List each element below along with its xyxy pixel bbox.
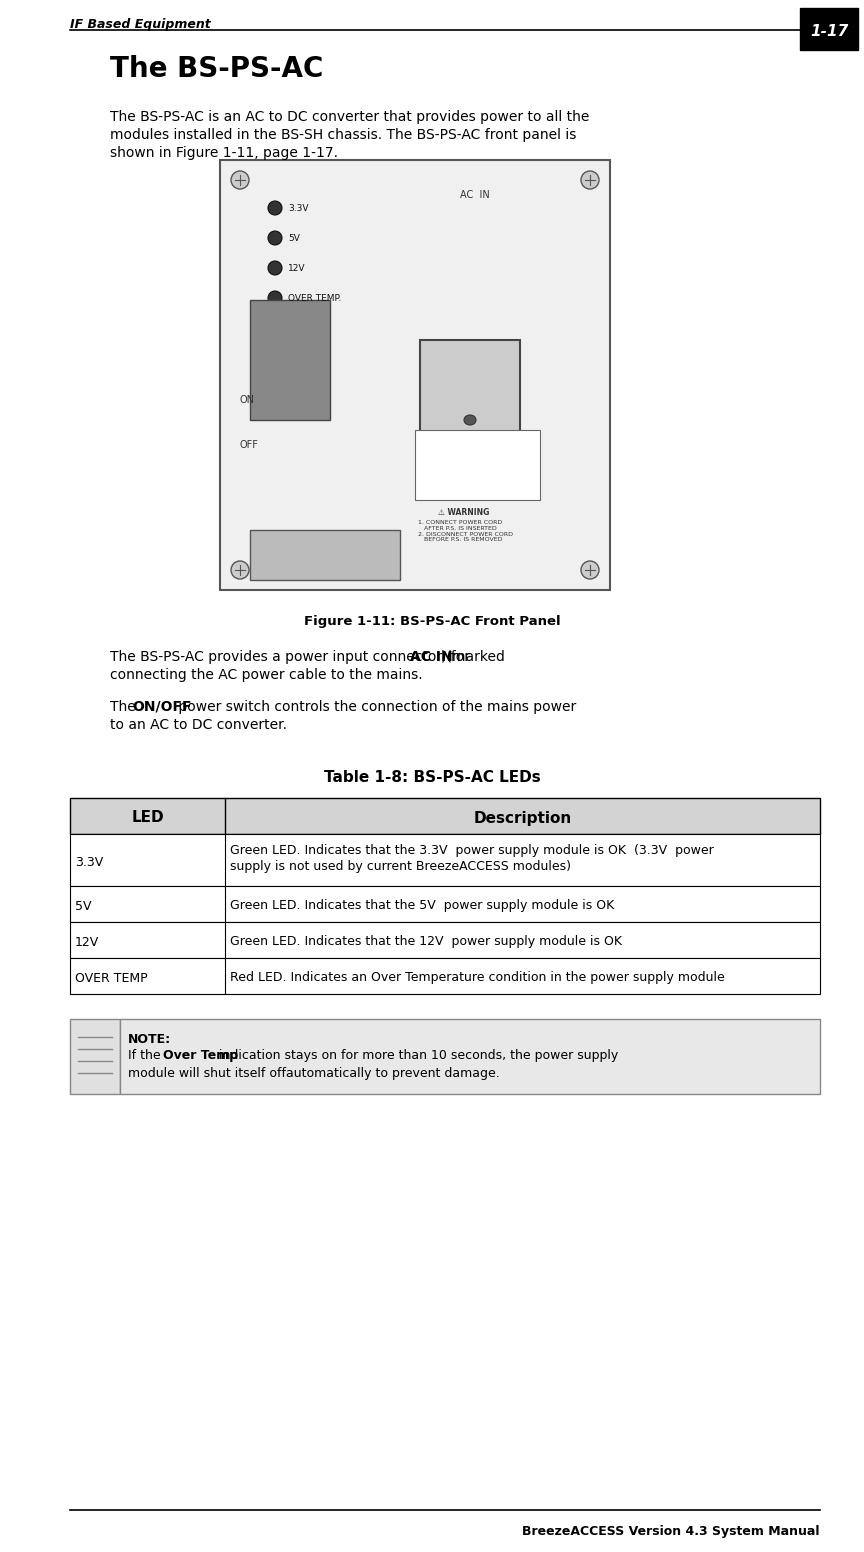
Bar [415,430,540,500]
Text: supply is not used by current BreezeACCESS modules): supply is not used by current BreezeACCE… [230,860,571,872]
Circle shape [581,560,599,579]
Bar [70,958,820,993]
Text: Green LED. Indicates that the 12V  power supply module is OK: Green LED. Indicates that the 12V power … [230,936,622,948]
Text: The BS-PS-AC: The BS-PS-AC [110,54,323,82]
Bar [70,922,820,958]
Text: BreezeACCESS Version 4.3 System Manual: BreezeACCESS Version 4.3 System Manual [523,1526,820,1538]
Text: Over Temp: Over Temp [163,1049,238,1062]
Circle shape [581,171,599,189]
Circle shape [268,261,282,275]
Text: If the: If the [128,1049,165,1062]
Circle shape [268,202,282,216]
Bar [475,450,490,470]
Bar [250,300,330,421]
Bar [70,886,820,922]
Text: module will shut itself offautomatically to prevent damage.: module will shut itself offautomatically… [128,1068,499,1080]
Bar [70,798,820,833]
Text: The BS-PS-AC provides a power input connector (marked: The BS-PS-AC provides a power input conn… [110,650,509,664]
Text: 1-17: 1-17 [810,23,848,39]
Circle shape [231,171,249,189]
Text: Description: Description [473,810,572,826]
Text: shown in Figure 1-11, page 1-17.: shown in Figure 1-11, page 1-17. [110,146,338,160]
Text: AC IN: AC IN [410,650,453,664]
Circle shape [268,292,282,306]
Ellipse shape [464,414,476,425]
Text: 12V: 12V [75,936,99,948]
Text: Figure 1-11: BS-PS-AC Front Panel: Figure 1-11: BS-PS-AC Front Panel [303,615,561,629]
Text: 3.3V: 3.3V [288,203,308,213]
Text: modules installed in the BS-SH chassis. The BS-PS-AC front panel is: modules installed in the BS-SH chassis. … [110,127,576,141]
Bar [220,160,610,590]
Bar [70,833,820,886]
Bar [800,8,858,50]
Text: connecting the AC power cable to the mains.: connecting the AC power cable to the mai… [110,667,422,681]
Text: ON: ON [240,396,255,405]
Text: OVER TEMP: OVER TEMP [75,972,148,984]
Text: 5V: 5V [288,234,300,244]
Text: ⚠ WARNING: ⚠ WARNING [438,508,489,517]
Bar [250,529,400,580]
Text: 5V: 5V [75,900,92,913]
Text: 1. CONNECT POWER CORD
   AFTER P.S. IS INSERTED
2. DISCONNECT POWER CORD
   BEFO: 1. CONNECT POWER CORD AFTER P.S. IS INSE… [418,520,513,542]
Text: ) for: ) for [441,650,470,664]
Text: Green LED. Indicates that the 5V  power supply module is OK: Green LED. Indicates that the 5V power s… [230,900,614,913]
Bar [120,1020,820,1094]
Text: LED: LED [131,810,164,826]
Circle shape [268,231,282,245]
Text: 3.3V: 3.3V [75,855,104,869]
Text: Red LED. Indicates an Over Temperature condition in the power supply module: Red LED. Indicates an Over Temperature c… [230,972,725,984]
Text: AC  IN: AC IN [460,189,490,200]
Text: NOTE:: NOTE: [128,1034,171,1046]
Text: OVER TEMP.: OVER TEMP. [288,293,341,303]
Text: The BS-PS-AC is an AC to DC converter that provides power to all the: The BS-PS-AC is an AC to DC converter th… [110,110,589,124]
Bar [435,450,450,470]
Text: IF Based Equipment: IF Based Equipment [70,19,211,31]
Text: ON/OFF: ON/OFF [132,700,192,714]
Circle shape [231,560,249,579]
Bar [70,1020,120,1094]
Text: indication stays on for more than 10 seconds, the power supply: indication stays on for more than 10 sec… [215,1049,619,1062]
Text: OFF: OFF [240,441,259,450]
Text: Green LED. Indicates that the 3.3V  power supply module is OK  (3.3V  power: Green LED. Indicates that the 3.3V power… [230,844,714,857]
Text: The: The [110,700,140,714]
Text: to an AC to DC converter.: to an AC to DC converter. [110,719,287,733]
Text: Table 1-8: BS-PS-AC LEDs: Table 1-8: BS-PS-AC LEDs [324,770,540,785]
Text: 12V: 12V [288,264,306,273]
Bar [420,340,520,441]
Text: power switch controls the connection of the mains power: power switch controls the connection of … [174,700,576,714]
